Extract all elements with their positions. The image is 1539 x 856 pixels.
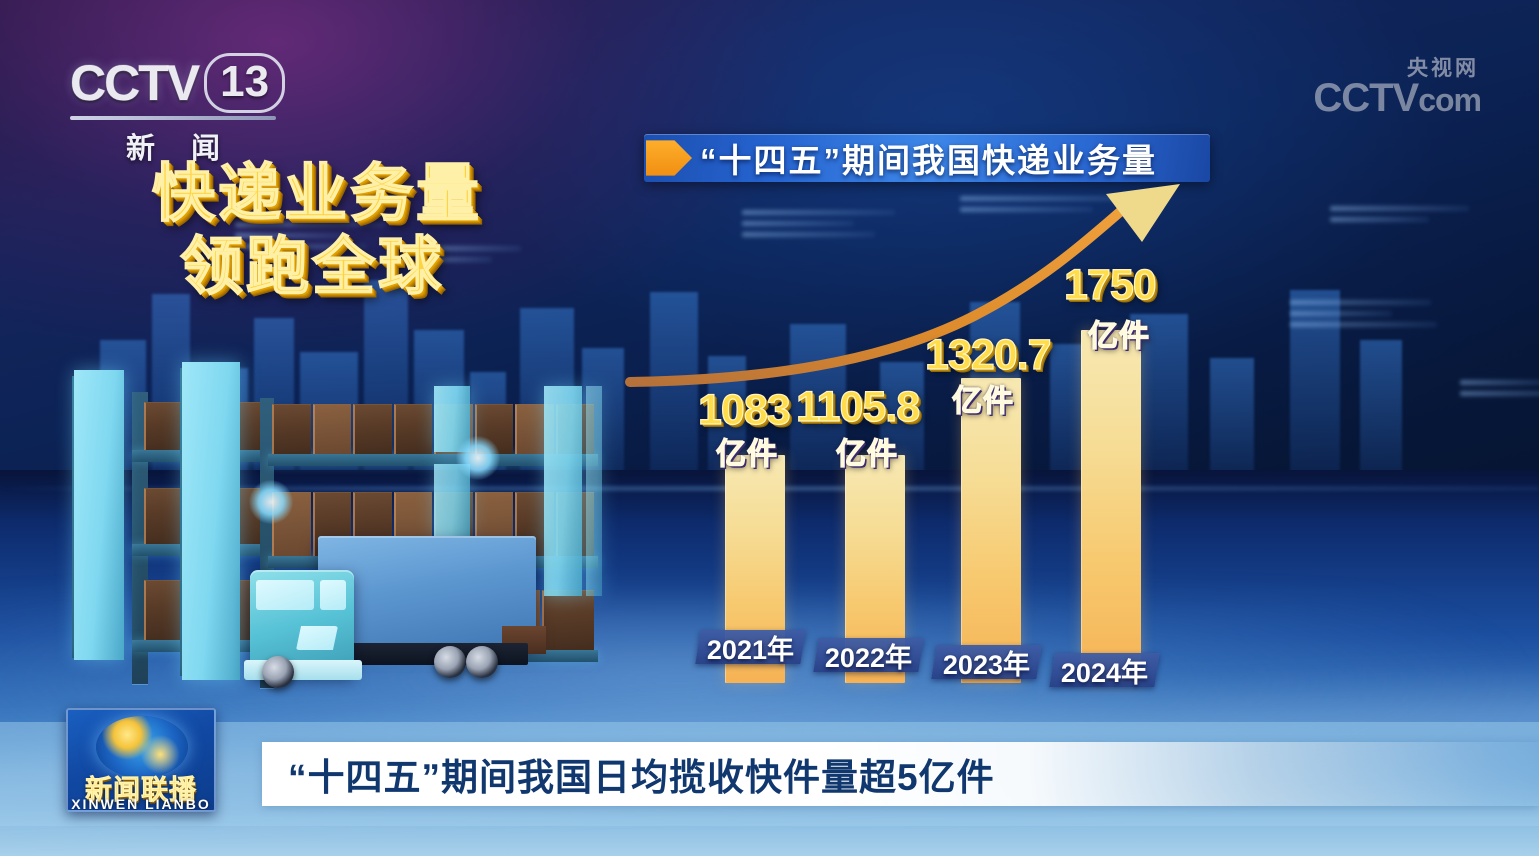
value-label-2023: 1320.7 (924, 330, 1052, 379)
watermark-cn-text: 央视网 (1407, 57, 1479, 80)
chart-title-banner: “十四五”期间我国快递业务量 (644, 134, 1210, 182)
headline-line-1: 快递业务量 (151, 158, 482, 230)
warehouse-pillar (74, 370, 124, 660)
warehouse-illustration (62, 358, 622, 710)
light-glow (249, 480, 293, 524)
cctv-logo-subtitle: 新 闻 (125, 133, 235, 165)
chart-title-text: “十四五”期间我国快递业务量 (700, 142, 1157, 179)
cctv-logo-underline (70, 116, 276, 120)
bar-chart: 1083 亿件 1105.8 亿件 1320.7 亿件 1750 亿件 2021… (625, 184, 1224, 688)
main-headline: 快递业务量 领跑全球 (151, 158, 572, 304)
warehouse-pillar (182, 362, 240, 680)
value-label-2024: 1750 (1063, 260, 1157, 309)
cab-headlight (296, 626, 338, 650)
cctv13-logo: CCTV 13 新 闻 (69, 52, 300, 165)
background-data-text (1290, 300, 1450, 333)
background-data-text (1330, 206, 1500, 228)
year-label-2022: 2022年 (825, 642, 913, 673)
year-tab-2022: 2022年 (813, 638, 924, 673)
watermark-dotcom: com (1418, 82, 1482, 118)
value-label-2021: 1083 (697, 385, 791, 434)
cctv-channel-number: 13 (204, 53, 286, 113)
watermark-main-text: CCTVcom (1313, 76, 1482, 121)
cab-windshield (256, 580, 314, 610)
cab-side-window (320, 580, 346, 610)
background-data-text (420, 246, 540, 268)
bar-2023 (961, 378, 1021, 683)
unit-label-2023: 亿件 (951, 384, 1014, 418)
background-data-text (1460, 380, 1539, 402)
truck-wheel (262, 656, 294, 688)
cctv-com-watermark: 央视网 CCTVcom (1313, 52, 1482, 121)
watermark-cctv: CCTV (1313, 76, 1419, 120)
unit-label-2022: 亿件 (835, 437, 898, 471)
warehouse-panel (434, 464, 470, 536)
unit-label-2021: 亿件 (715, 437, 778, 471)
value-label-2022: 1105.8 (795, 382, 920, 431)
year-label-2024: 2024年 (1061, 657, 1149, 688)
warehouse-panel (586, 386, 602, 596)
headline-line-2: 领跑全球 (179, 231, 444, 303)
ticker-headline: “十四五”期间我国日均揽收快件量超5亿件 (288, 757, 995, 798)
year-label-2021: 2021年 (707, 634, 795, 665)
truck-cab (250, 570, 354, 675)
cctv-logo-text: CCTV (69, 55, 200, 112)
xinwen-lianbo-badge: 新闻联播 XINWEN LIANBO (66, 708, 216, 812)
rack-shelf (268, 454, 598, 466)
year-tab-2024: 2024年 (1049, 653, 1160, 688)
truck-wheel (466, 646, 498, 678)
globe-icon (96, 716, 188, 778)
year-tab-2021: 2021年 (695, 630, 806, 665)
xinwen-lianbo-cn: 新闻联播 (85, 775, 197, 806)
arrow-marker-icon (646, 140, 692, 176)
ticker-bar: “十四五”期间我国日均揽收快件量超5亿件 (262, 742, 1539, 806)
warehouse-panel (544, 386, 582, 596)
unit-label-2024: 亿件 (1087, 319, 1150, 353)
xinwen-lianbo-en: XINWEN LIANBO (71, 796, 211, 812)
bar-2024 (1081, 330, 1141, 683)
truck-wheel (434, 646, 466, 678)
trend-line (625, 193, 1141, 387)
year-label-2023: 2023年 (943, 649, 1031, 680)
light-glow (456, 436, 500, 480)
truck-cargo-box (318, 536, 536, 648)
background-data-text (235, 222, 385, 255)
trend-arrowhead (1106, 184, 1180, 242)
year-tab-2023: 2023年 (931, 645, 1042, 680)
